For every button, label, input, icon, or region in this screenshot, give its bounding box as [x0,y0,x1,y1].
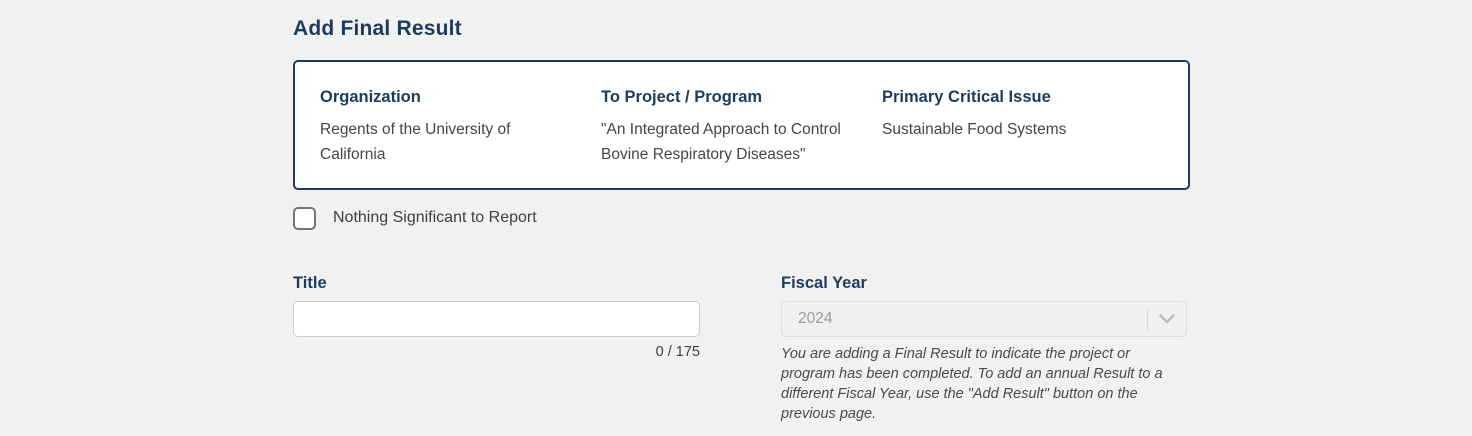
nothing-significant-label: Nothing Significant to Report [333,209,537,226]
title-field-group: Title 0 / 175 [293,274,700,424]
fiscal-year-selected-value: 2024 [798,310,833,327]
project-program-label: To Project / Program [601,88,763,106]
chevron-down-icon [1148,314,1186,324]
project-summary-box: Organization Regents of the University o… [293,60,1190,190]
summary-project-program: To Project / Program "An Integrated Appr… [601,88,882,188]
critical-issue-value: Sustainable Food Systems [882,121,1067,138]
nothing-significant-checkbox[interactable] [293,206,316,230]
fiscal-year-select[interactable]: 2024 [781,301,1187,337]
title-fiscal-year-row: Title 0 / 175 Fiscal Year 2024 You are a… [293,274,1190,424]
title-label: Title [293,274,327,292]
organization-value: Regents of the University of California [320,121,511,163]
fiscal-year-helper-text: You are adding a Final Result to indicat… [781,346,1163,422]
summary-organization: Organization Regents of the University o… [320,88,601,188]
critical-issue-label: Primary Critical Issue [882,88,1051,106]
organization-label: Organization [320,88,421,106]
add-final-result-form: Add Final Result Organization Regents of… [293,0,1190,424]
page-title: Add Final Result [293,17,462,40]
title-input[interactable] [293,301,700,337]
fiscal-year-field-group: Fiscal Year 2024 You are adding a Final … [781,274,1187,424]
fiscal-year-label: Fiscal Year [781,274,867,292]
summary-critical-issue: Primary Critical Issue Sustainable Food … [882,88,1163,188]
nothing-significant-row: Nothing Significant to Report [293,206,1190,230]
select-divider [1147,308,1148,330]
title-char-counter: 0 / 175 [655,344,700,360]
project-program-value: "An Integrated Approach to Control Bovin… [601,121,841,163]
